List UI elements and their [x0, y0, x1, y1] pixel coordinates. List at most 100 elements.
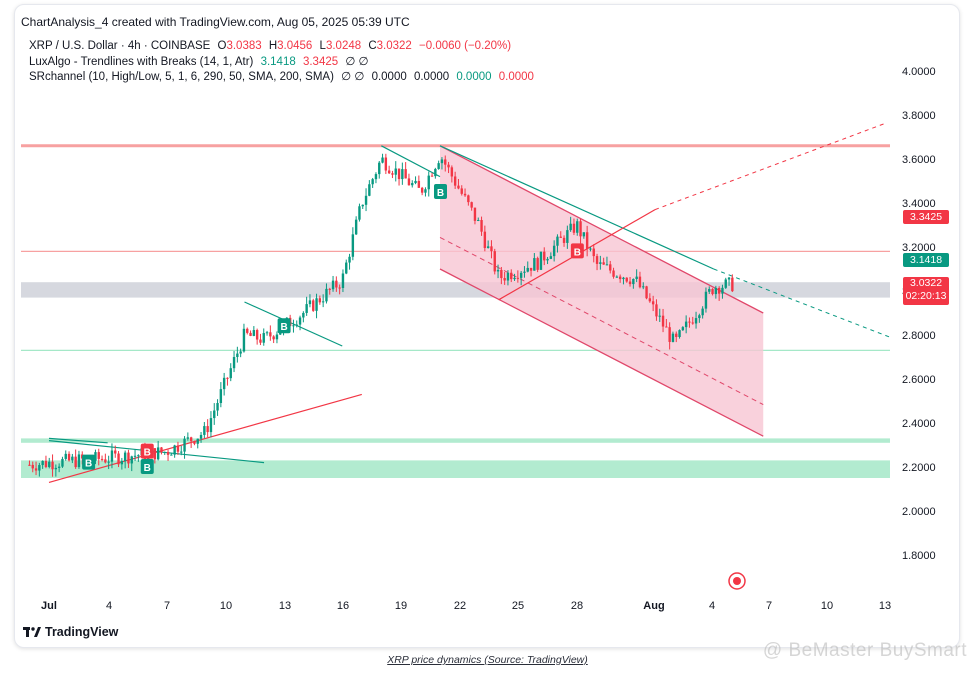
support-zone	[21, 460, 890, 478]
candle-up	[361, 204, 364, 207]
descending-channel	[440, 145, 764, 437]
candle-up	[569, 223, 572, 231]
candle-up	[546, 258, 549, 261]
candle-up	[519, 272, 523, 278]
candle-up	[186, 437, 190, 439]
candle-down	[595, 256, 599, 264]
candle-up	[110, 450, 114, 462]
candle-up	[196, 438, 199, 444]
candle-down	[255, 330, 259, 340]
legend-indicator-luxalgo[interactable]: LuxAlgo - Trendlines with Breaks (14, 1,…	[29, 55, 538, 71]
tradingview-brand[interactable]: TradingView	[23, 625, 118, 639]
legend-open: O3.0383	[217, 40, 262, 52]
x-tick-label: 25	[512, 600, 524, 612]
x-tick-label: 10	[821, 600, 833, 612]
figure-caption[interactable]: XRP price dynamics (Source: TradingView)	[387, 654, 588, 666]
srchannel-value-2: 0.0000	[413, 71, 450, 83]
candle-down	[675, 333, 678, 337]
candle-down	[483, 231, 487, 248]
y-tick-label: 1.8000	[902, 550, 936, 562]
candle-down	[602, 262, 605, 265]
candle-down	[711, 289, 714, 295]
candle-up	[345, 262, 348, 274]
candle-down	[559, 236, 562, 238]
candle-up	[424, 189, 427, 193]
candle-up	[724, 279, 727, 288]
trendline-up-long	[48, 393, 362, 483]
legend-indicator-srchannel[interactable]: SRchannel (10, High/Low, 5, 1, 6, 290, 5…	[29, 70, 538, 86]
candle-down	[384, 157, 388, 171]
legend-symbol-row[interactable]: XRP / U.S. Dollar · 4h · COINBASE O3.038…	[29, 39, 538, 55]
candle-down	[688, 321, 691, 323]
candle-up	[632, 278, 635, 285]
break-label-text: B	[85, 459, 92, 470]
price-chart[interactable]: BBBBBB4.00003.80003.60003.40003.20003.00…	[15, 5, 959, 647]
break-label-text: B	[574, 247, 581, 258]
x-tick-label: 4	[106, 600, 112, 612]
candle-down	[562, 237, 566, 243]
candle-down	[470, 202, 473, 208]
candle-up	[54, 467, 58, 470]
candle-up	[506, 272, 510, 281]
break-up-label	[434, 184, 447, 199]
candle-down	[206, 426, 209, 433]
candle-up	[170, 454, 173, 456]
x-tick-label: 22	[454, 600, 466, 612]
candle-down	[97, 452, 100, 459]
candle-up	[219, 389, 223, 404]
break-down-label	[140, 443, 154, 459]
candle-down	[500, 269, 503, 279]
candle-up	[308, 300, 312, 305]
candle-down	[655, 304, 658, 317]
candle-up	[348, 256, 351, 263]
candle-down	[259, 339, 262, 343]
y-tick-label: 3.2000	[902, 242, 936, 254]
last-price-value: 3.0322	[909, 277, 943, 289]
candle-up	[704, 291, 708, 309]
candle-up	[582, 232, 586, 237]
candle-down	[510, 272, 513, 280]
candle-up	[364, 195, 368, 205]
break-label-text: B	[280, 322, 287, 333]
candle-down	[645, 286, 648, 299]
candle-up	[229, 368, 232, 379]
candle-up	[341, 273, 345, 288]
candle-up	[325, 288, 328, 302]
x-tick-label: 7	[164, 600, 170, 612]
candle-down	[668, 327, 671, 342]
candle-up	[209, 418, 213, 433]
candle-up	[642, 286, 645, 288]
candle-down	[387, 170, 391, 174]
candle-down	[153, 448, 157, 460]
candle-up	[120, 460, 124, 465]
candle-up	[262, 333, 265, 343]
candle-down	[444, 159, 447, 165]
candle-down	[269, 332, 272, 337]
candle-up	[708, 289, 711, 292]
candle-up	[232, 357, 236, 369]
candle-down	[592, 248, 595, 257]
x-tick-label: 19	[395, 600, 407, 612]
x-tick-label: 13	[279, 600, 291, 612]
legend-change: −0.0060 (−0.20%)	[419, 40, 512, 52]
candle-up	[156, 447, 160, 460]
candle-up	[622, 277, 625, 280]
luxalgo-value-1: 3.1418	[260, 55, 296, 68]
candle-down	[585, 232, 589, 249]
last-price-tag: 3.0322 02:20:13	[903, 277, 949, 305]
candle-down	[166, 451, 170, 455]
candle-down	[420, 187, 424, 193]
candle-down	[463, 193, 467, 196]
candle-up	[381, 157, 384, 163]
candle-up	[368, 184, 371, 196]
candle-up	[681, 327, 685, 331]
candle-up	[599, 262, 602, 264]
candle-up	[698, 315, 701, 319]
candle-down	[31, 464, 34, 469]
x-tick-label: 28	[571, 600, 583, 612]
luxalgo-name: LuxAlgo - Trendlines with Breaks (14, 1,…	[29, 55, 254, 68]
candle-up	[440, 159, 444, 164]
srchannel-name: SRchannel (10, High/Low, 5, 1, 6, 290, 5…	[29, 71, 334, 83]
srchannel-value-3: 0.0000	[456, 71, 492, 83]
channel-bottom-line	[439, 268, 764, 437]
